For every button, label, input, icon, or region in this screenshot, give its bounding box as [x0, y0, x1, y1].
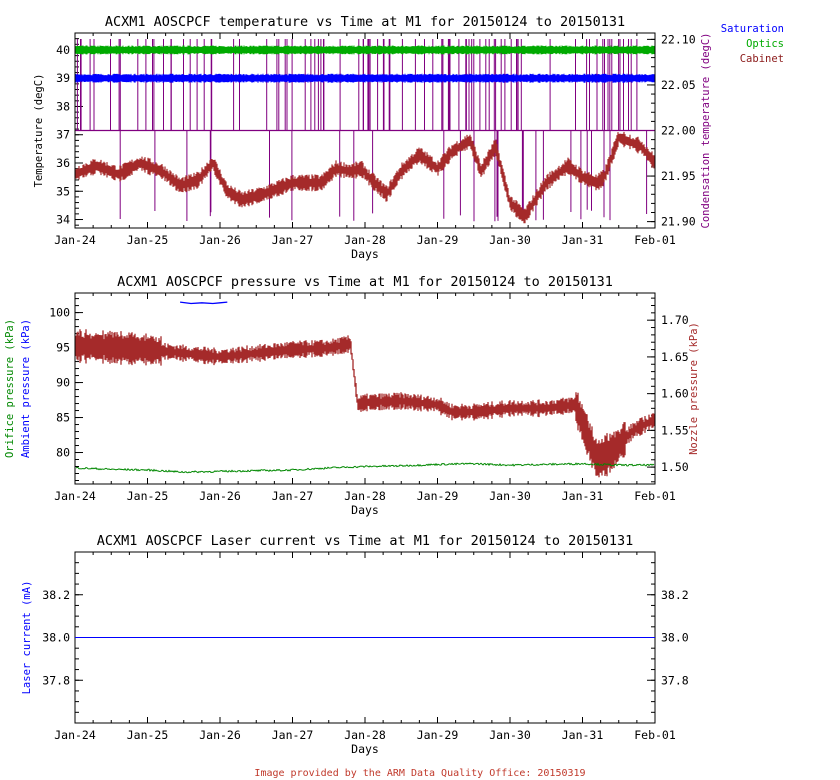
x-tick-label: Jan-27	[272, 728, 314, 742]
y-tick-label: 36	[56, 156, 70, 170]
plot-frame-overlay	[74, 32, 656, 229]
y-tick-label: 35	[56, 184, 70, 198]
y-tick-label: 37	[56, 128, 70, 142]
y-tick-label: 90	[56, 376, 70, 390]
legend-item-cabinet: Cabinet	[740, 53, 784, 65]
y-tick-label: 1.60	[661, 387, 689, 401]
x-axis-label: Days	[351, 742, 379, 756]
y-tick-label: 1.55	[661, 423, 689, 437]
y-tick-label: 1.65	[661, 350, 689, 364]
y-tick-label: 1.70	[661, 313, 689, 327]
plot-frame-overlay	[74, 292, 656, 485]
y-axis-label-ambient: Ambient pressure (kPa)	[20, 319, 32, 458]
x-tick-label: Jan-28	[344, 489, 386, 503]
x-tick-label: Feb-01	[634, 489, 676, 503]
y-tick-label: 80	[56, 446, 70, 460]
y-tick-label: 38.0	[42, 631, 70, 645]
legend-item-saturation: Saturation	[721, 23, 784, 35]
x-tick-label: Feb-01	[634, 233, 676, 247]
y-tick-label: 95	[56, 341, 70, 355]
y-axis-label: Laser current (mA)	[21, 581, 33, 695]
y2-axis-label: Condensation temperature (degC)	[700, 33, 712, 229]
y-axis-label: Temperature (degC)	[33, 74, 45, 188]
y-tick-label: 85	[56, 411, 70, 425]
plot-frame	[74, 292, 656, 485]
x-tick-label: Jan-27	[272, 233, 314, 247]
x-axis-label: Days	[351, 503, 379, 517]
y-tick-label: 40	[56, 43, 70, 57]
x-tick-label: Jan-24	[54, 233, 96, 247]
y-tick-label: 22.05	[661, 78, 696, 92]
chart-title: ACXM1 AOSCPCF temperature vs Time at M1 …	[105, 14, 625, 30]
x-tick-label: Jan-25	[127, 728, 169, 742]
x-tick-label: Jan-26	[199, 728, 241, 742]
y-tick-label: 22.10	[661, 32, 696, 46]
x-tick-label: Jan-30	[489, 728, 531, 742]
series-optics	[75, 45, 655, 55]
y2-axis-label: Nozzle pressure (kPa)	[688, 322, 700, 455]
x-tick-label: Jan-30	[489, 233, 531, 247]
y-tick-label: 38.2	[42, 588, 70, 602]
y-tick-label: 21.95	[661, 169, 696, 183]
series-ambient-pressure	[180, 301, 228, 305]
legend-item-optics: Optics	[746, 38, 784, 50]
x-tick-label: Jan-29	[417, 728, 459, 742]
x-tick-label: Jan-24	[54, 728, 96, 742]
series-orifice-pressure	[75, 462, 655, 474]
x-tick-label: Jan-27	[272, 489, 314, 503]
x-tick-label: Jan-31	[562, 233, 604, 247]
x-tick-label: Jan-26	[199, 489, 241, 503]
y-axis-label-orifice: Orifice pressure (kPa)	[4, 319, 16, 458]
x-tick-label: Jan-30	[489, 489, 531, 503]
x-tick-label: Jan-24	[54, 489, 96, 503]
x-tick-label: Jan-29	[417, 233, 459, 247]
x-tick-label: Jan-29	[417, 489, 459, 503]
footer-credit: Image provided by the ARM Data Quality O…	[254, 768, 585, 779]
y-tick-label: 100	[49, 306, 70, 320]
chart-panel-1: ACXM1 AOSCPCF temperature vs Time at M1 …	[33, 14, 784, 261]
series-nozzle-pressure	[75, 329, 655, 478]
x-tick-label: Feb-01	[634, 728, 676, 742]
y-tick-label: 37.8	[42, 673, 70, 687]
x-tick-label: Jan-25	[127, 233, 169, 247]
y-tick-label: 34	[56, 213, 70, 227]
y-tick-label: 1.50	[661, 460, 689, 474]
series-cabinet	[75, 131, 655, 224]
series-saturation	[75, 73, 655, 83]
y-tick-label: 37.8	[661, 673, 689, 687]
chart-title: ACXM1 AOSCPCF Laser current vs Time at M…	[97, 533, 633, 549]
y-tick-label: 21.90	[661, 215, 696, 229]
chart-panel-3: ACXM1 AOSCPCF Laser current vs Time at M…	[21, 533, 689, 756]
y-tick-label: 22.00	[661, 124, 696, 138]
x-axis-label: Days	[351, 247, 379, 261]
x-tick-label: Jan-26	[199, 233, 241, 247]
y-tick-label: 38	[56, 99, 70, 113]
y-tick-label: 38.2	[661, 588, 689, 602]
y-tick-label: 38.0	[661, 631, 689, 645]
x-tick-label: Jan-28	[344, 233, 386, 247]
chart-panel-2: ACXM1 AOSCPCF pressure vs Time at M1 for…	[4, 274, 700, 517]
x-tick-label: Jan-31	[562, 728, 604, 742]
x-tick-label: Jan-28	[344, 728, 386, 742]
x-tick-label: Jan-31	[562, 489, 604, 503]
y-tick-label: 39	[56, 71, 70, 85]
x-tick-label: Jan-25	[127, 489, 169, 503]
chart-title: ACXM1 AOSCPCF pressure vs Time at M1 for…	[117, 274, 613, 290]
